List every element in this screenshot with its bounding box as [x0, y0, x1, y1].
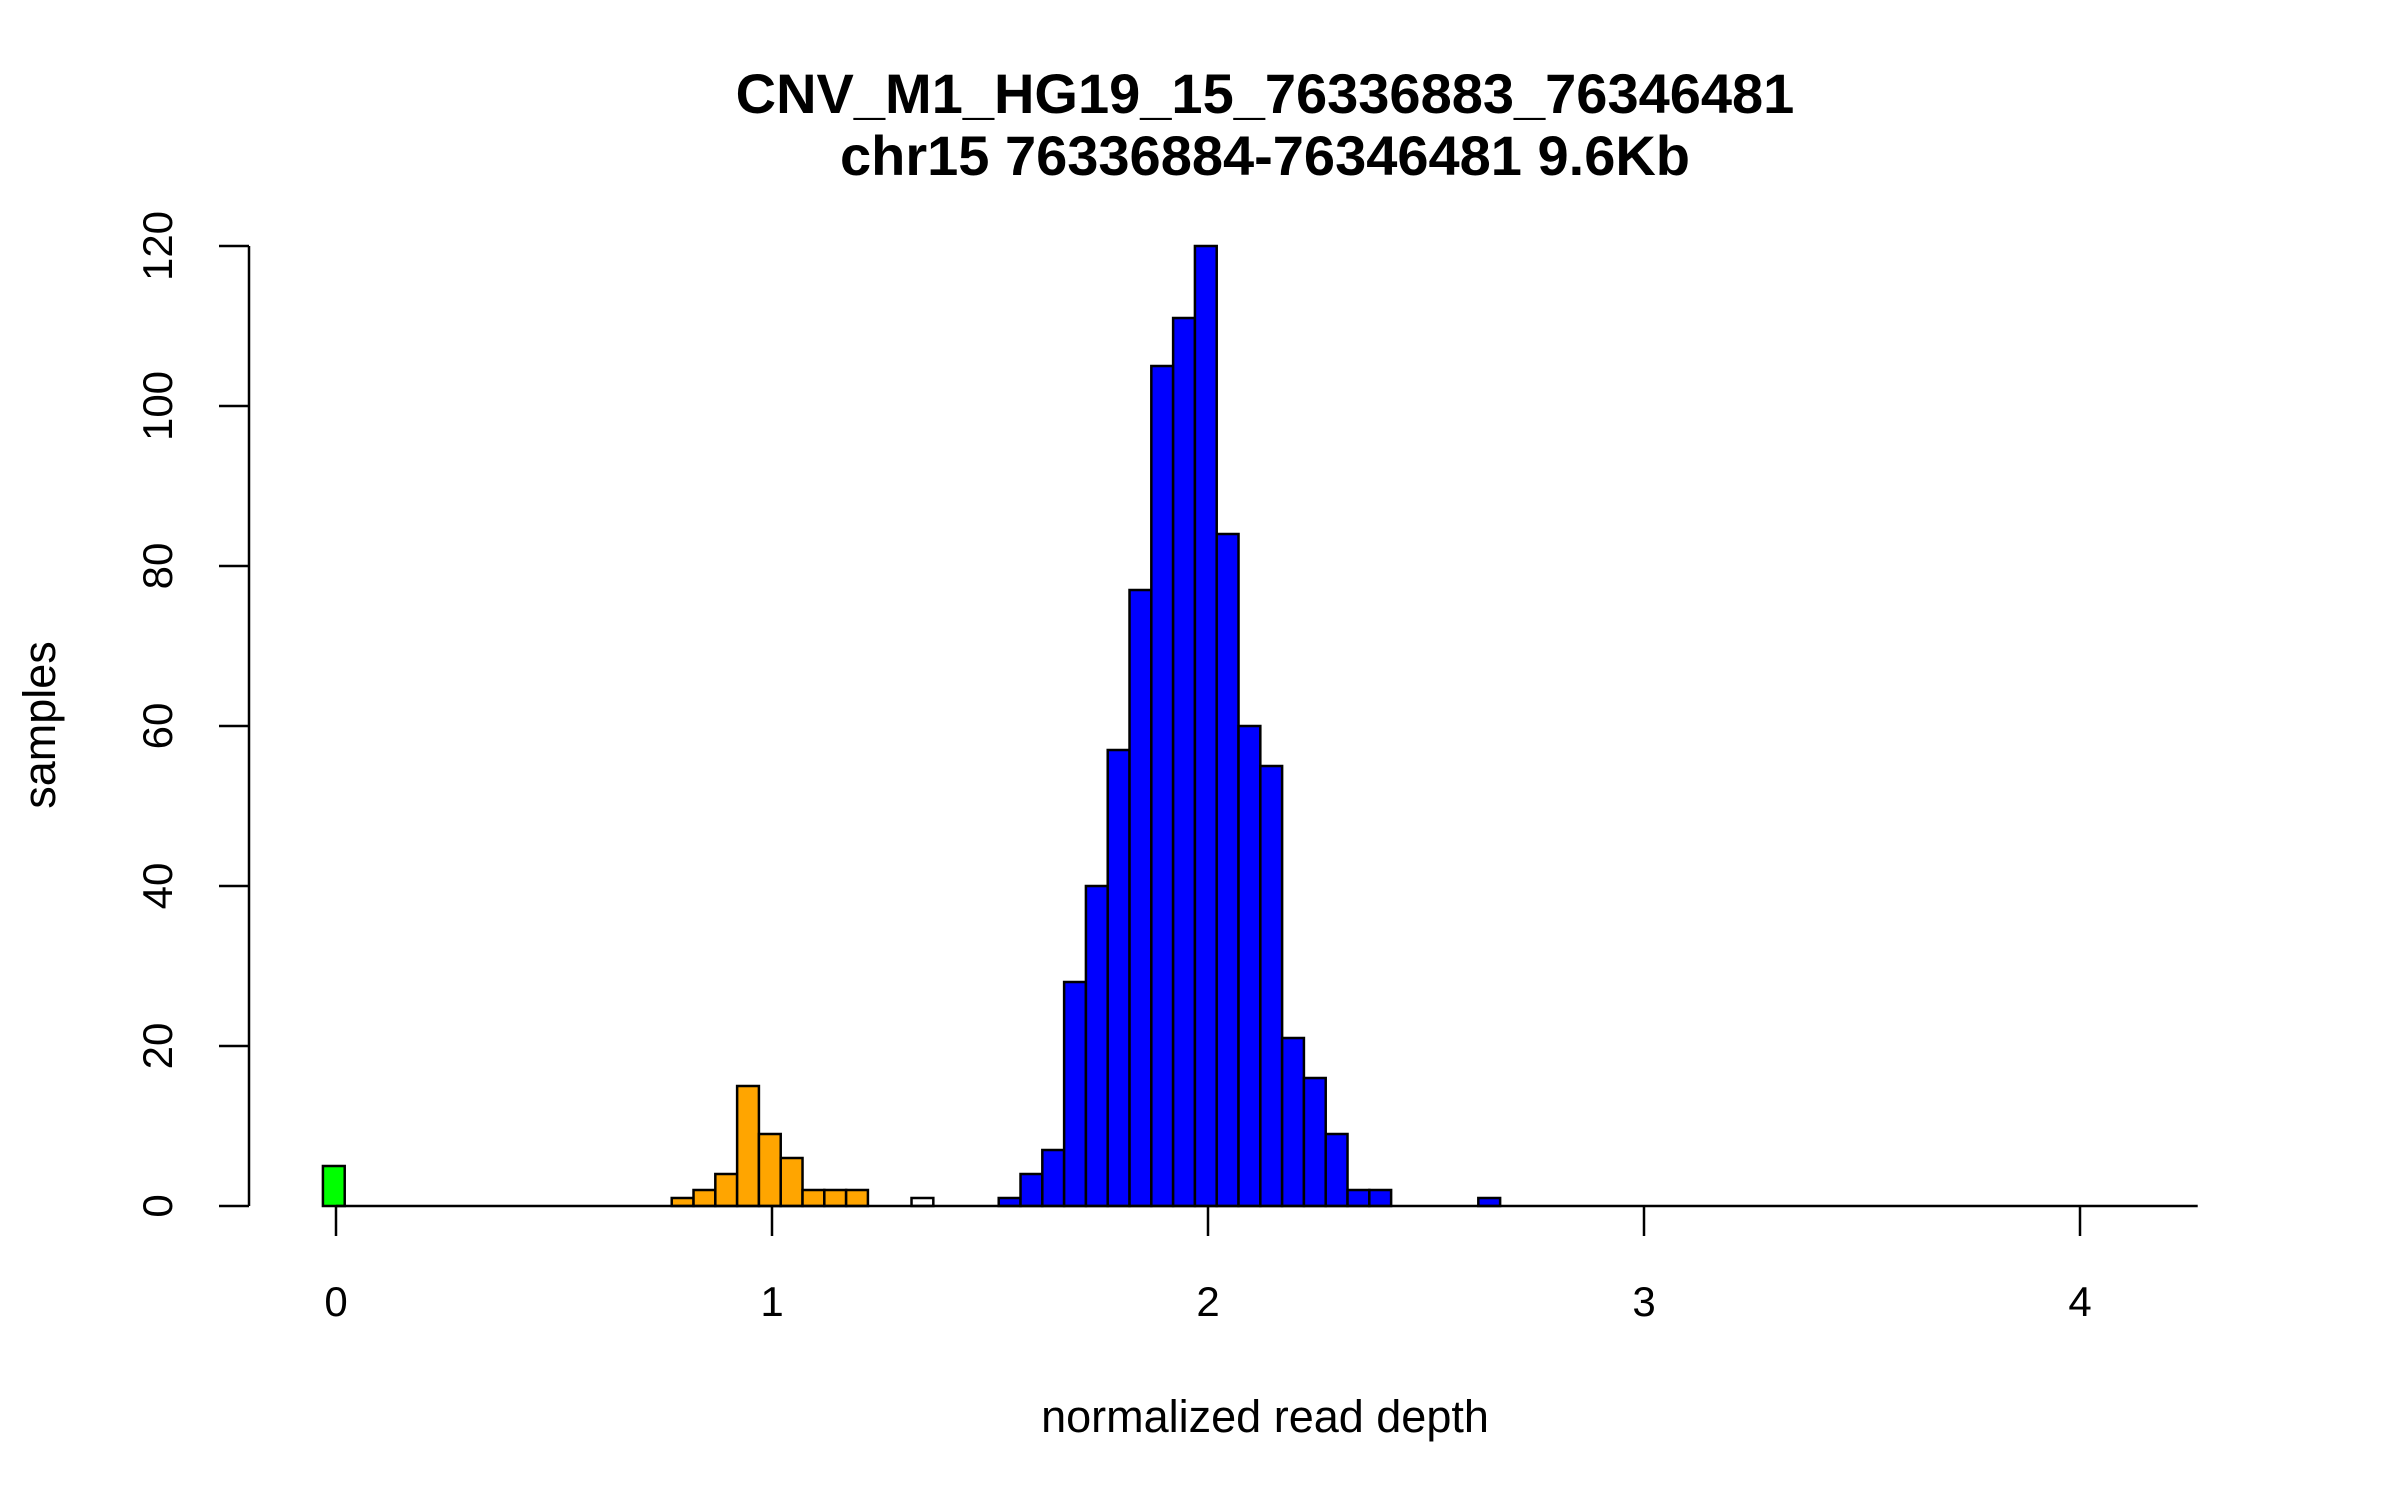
- y-tick-label: 100: [134, 371, 181, 441]
- chart-subtitle: chr15 76336884-76346481 9.6Kb: [840, 124, 1690, 187]
- x-axis: 0 1 2 3 4: [324, 1204, 2198, 1325]
- histogram-bar-5: [714, 1172, 739, 1208]
- y-tick-label: 120: [134, 211, 181, 281]
- histogram-bar-7: [757, 1132, 782, 1208]
- y-tick-label: 80: [134, 543, 181, 590]
- histogram-bar-0: [321, 1164, 346, 1208]
- x-tick-label: 2: [1196, 1278, 1219, 1325]
- histogram-bar-25: [1150, 364, 1175, 1208]
- histogram-bar-8: [779, 1156, 804, 1208]
- histogram-bar-10: [823, 1188, 848, 1208]
- chart-title: CNV_M1_HG19_15_76336883_76346481: [736, 62, 1795, 125]
- histogram-bars: [321, 244, 1502, 1208]
- histogram-bar-28: [1215, 532, 1240, 1208]
- histogram-bar-19: [1019, 1172, 1044, 1208]
- histogram-bar-29: [1237, 724, 1262, 1208]
- histogram-bar-23: [1106, 748, 1131, 1208]
- histogram-bar-21: [1062, 980, 1088, 1208]
- histogram-bar-24: [1128, 588, 1153, 1208]
- x-tick-label: 0: [324, 1278, 347, 1325]
- x-axis-label: normalized read depth: [1041, 1391, 1489, 1442]
- y-axis: 0 20 40 60 80 100 120: [134, 211, 251, 1218]
- y-tick-label: 60: [134, 703, 181, 750]
- histogram-bar-9: [801, 1188, 826, 1208]
- histogram-bar-26: [1171, 316, 1197, 1208]
- y-tick-label: 20: [134, 1023, 181, 1070]
- histogram-bar-30: [1259, 764, 1284, 1208]
- histogram-bar-11: [844, 1188, 870, 1208]
- histogram-bar-35: [1368, 1188, 1393, 1208]
- y-tick-label: 0: [134, 1194, 181, 1217]
- x-tick-label: 3: [1632, 1278, 1655, 1325]
- histogram-bar-33: [1324, 1132, 1349, 1208]
- y-axis-label: samples: [14, 641, 65, 809]
- histogram-bar-34: [1346, 1188, 1371, 1208]
- histogram-bar-20: [1041, 1148, 1066, 1208]
- y-tick-label: 40: [134, 863, 181, 910]
- histogram-bar-6: [735, 1084, 761, 1208]
- histogram-bar-4: [692, 1188, 717, 1208]
- x-tick-label: 4: [2068, 1278, 2091, 1325]
- histogram-bar-32: [1302, 1076, 1327, 1208]
- histogram-bar-22: [1084, 884, 1109, 1208]
- x-tick-label: 1: [760, 1278, 783, 1325]
- histogram-bar-27: [1193, 244, 1218, 1208]
- histogram-bar-31: [1280, 1036, 1306, 1208]
